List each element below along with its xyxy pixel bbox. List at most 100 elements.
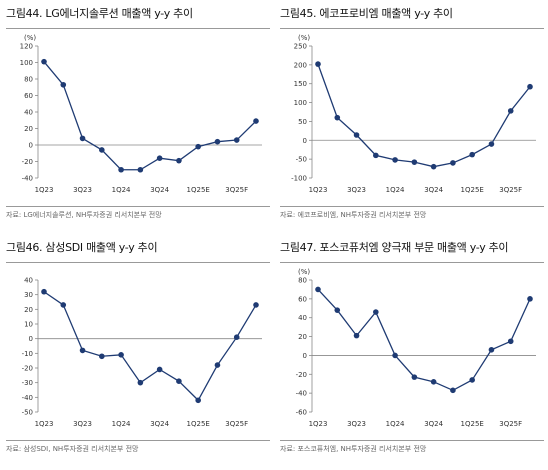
y-tick-label: 20 (24, 306, 33, 314)
line-chart: (%) -40 -20 0 20 40 60 80 100 120 1Q23 3Q23 1Q24 3Q24… (20, 34, 262, 194)
x-tick-label: 3Q24 (424, 186, 443, 194)
series-line (317, 63, 531, 168)
x-tick-label: 1Q24 (112, 420, 131, 428)
data-point (392, 352, 398, 359)
title-rule (280, 262, 544, 263)
data-point (233, 334, 240, 340)
chart-panel-lges: 그림44. LG에너지솔루션 매출액 y-y 추이 (%) -40 -20 0 20 40… (6, 6, 270, 236)
y-tick-label: 20 (24, 125, 33, 133)
data-point (253, 118, 259, 124)
y-tick-label: 100 (20, 59, 33, 67)
data-point (334, 114, 341, 121)
title-rule (280, 28, 544, 29)
y-tick-label: 200 (294, 61, 307, 69)
x-tick-label: 3Q25F (499, 420, 522, 428)
data-point (373, 309, 379, 315)
x-tick-label: 1Q24 (386, 186, 405, 194)
chart-panel-ecoprobm: 그림45. 에코프로비엠 매출액 y-y 추이 (%) -100 -50 0 50 100… (280, 6, 544, 236)
data-point (156, 366, 163, 373)
y-tick-label: 150 (294, 80, 307, 88)
data-point (41, 288, 47, 295)
data-point (195, 397, 201, 404)
source-note: 자료: 에코프로비엠, NH투자증권 리서치본부 전망 (280, 211, 427, 219)
data-point (79, 347, 86, 354)
data-point (60, 81, 67, 88)
y-tick-label: -10 (22, 350, 33, 358)
x-tick-label: 1Q24 (386, 420, 405, 428)
data-point (469, 377, 475, 383)
y-tick-label: 80 (24, 76, 33, 84)
y-tick-label: 10 (24, 321, 33, 329)
data-point (315, 61, 321, 67)
data-point (334, 307, 341, 313)
data-point (79, 135, 86, 142)
x-tick-label: 1Q23 (309, 186, 328, 194)
data-point (60, 302, 67, 308)
data-point (118, 352, 124, 358)
data-point (392, 157, 398, 163)
y-tick-label: 0 (29, 142, 33, 150)
y-axis-unit: (%) (298, 268, 310, 276)
source-rule (280, 440, 544, 441)
y-tick-label: 0 (29, 335, 33, 343)
y-tick-label: 250 (294, 43, 307, 51)
panel-title: 그림45. 에코프로비엠 매출액 y-y 추이 (280, 7, 453, 20)
source-rule (280, 206, 544, 207)
data-point (430, 163, 437, 170)
y-tick-label: -50 (296, 156, 307, 164)
data-point (315, 286, 321, 293)
y-tick-label: -20 (22, 158, 33, 166)
source-note: 자료: 삼성SDI, NH투자증권 리서치본부 전망 (6, 445, 139, 453)
x-tick-label: 1Q24 (112, 186, 131, 194)
data-point (195, 143, 201, 150)
x-tick-label: 3Q23 (73, 420, 92, 428)
panel-title: 그림44. LG에너지솔루션 매출액 y-y 추이 (6, 7, 193, 20)
data-point (41, 58, 47, 65)
y-tick-label: 20 (298, 333, 307, 341)
x-tick-label: 1Q23 (35, 420, 54, 428)
data-point (488, 346, 495, 353)
series-line (43, 291, 257, 402)
y-tick-label: -30 (22, 379, 33, 387)
data-point (373, 152, 379, 159)
y-tick-label: 30 (24, 291, 33, 299)
data-point (411, 159, 418, 165)
data-point (353, 132, 360, 138)
x-tick-label: 3Q25F (499, 186, 522, 194)
data-point (99, 353, 105, 360)
series-line (43, 61, 257, 171)
y-tick-label: 120 (20, 43, 33, 51)
data-point (450, 160, 456, 166)
data-point (214, 362, 221, 368)
x-tick-label: 1Q25E (461, 186, 484, 194)
panel-title: 그림46. 삼성SDI 매출액 y-y 추이 (6, 241, 158, 254)
y-tick-label: 0 (303, 352, 307, 360)
data-point (469, 151, 475, 158)
x-tick-label: 1Q23 (35, 186, 54, 194)
source-rule (6, 206, 270, 207)
y-tick-label: -40 (22, 175, 33, 183)
x-tick-label: 3Q23 (347, 420, 366, 428)
chart-panel-poscofuturem: 그림47. 포스코퓨처엠 양극재 부문 매출액 y-y 추이 (%) -60 -40… (280, 240, 544, 470)
data-point (176, 157, 182, 164)
y-tick-label: 0 (303, 137, 307, 145)
y-tick-label: 60 (298, 295, 307, 303)
data-point (176, 378, 182, 384)
data-point (214, 138, 221, 145)
data-point (527, 296, 533, 302)
line-chart: (%) -60 -40 -20 0 20 40 60 80 1Q23 3Q23 1Q24 3Q24 1Q2… (296, 268, 536, 428)
x-tick-label: 3Q25F (225, 186, 248, 194)
data-point (507, 338, 514, 345)
x-tick-label: 1Q25E (187, 186, 210, 194)
y-tick-label: -100 (291, 175, 307, 183)
x-tick-label: 3Q24 (424, 420, 443, 428)
y-tick-label: -20 (296, 371, 307, 379)
x-tick-label: 3Q24 (150, 186, 169, 194)
y-tick-label: 40 (24, 277, 33, 285)
y-tick-label: -20 (22, 365, 33, 373)
line-chart: -50 -40 -30 -20 -10 0 10 20 30 40 1Q23 3Q23 1Q24 3Q24… (22, 277, 262, 428)
x-tick-label: 3Q25F (225, 420, 248, 428)
data-point (99, 147, 105, 153)
y-tick-label: -50 (22, 409, 33, 417)
data-point (253, 302, 259, 308)
